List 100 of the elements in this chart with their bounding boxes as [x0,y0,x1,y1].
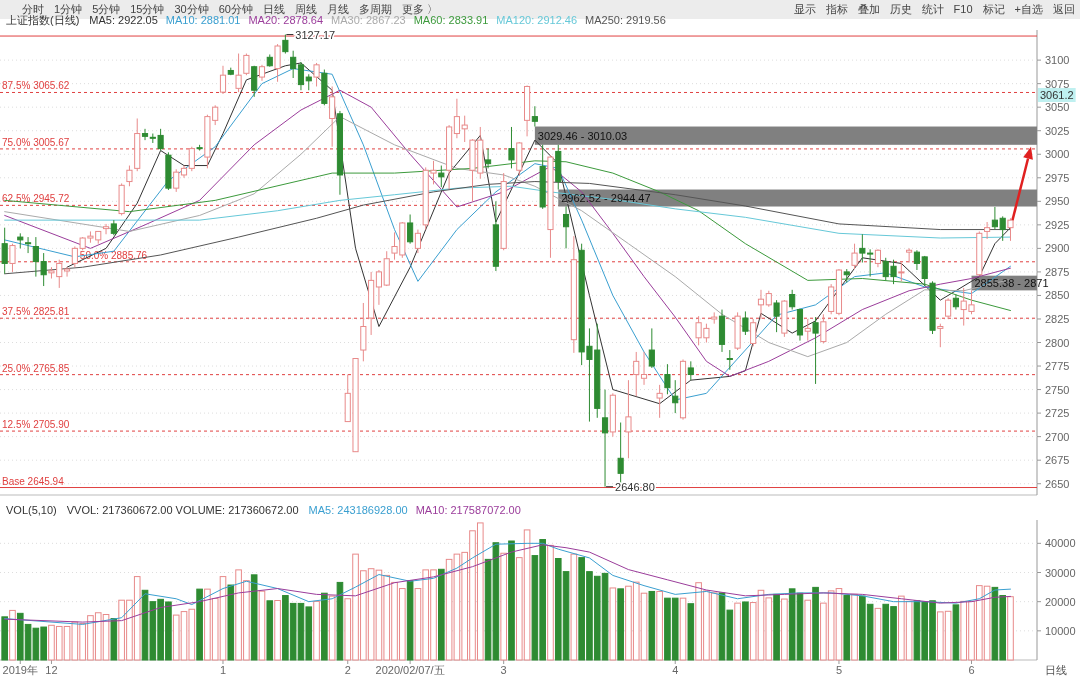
bar [266,600,274,661]
candlestick [820,313,827,344]
candlestick [984,221,991,240]
bar [843,595,851,661]
candlestick [274,43,281,83]
y-tick-label: 2775 [1045,360,1070,373]
ref-line-label: 25.0% 2765.85 [2,362,70,374]
candlestick [672,379,679,414]
bar [952,604,960,661]
bar [1,616,8,661]
x-tick-label: 2020/02/07/五 [375,664,445,676]
x-tick-label: 4 [672,664,679,676]
y-tick-label: 3050 [1045,101,1070,114]
bar [313,600,320,661]
bar [110,618,118,661]
x-tick-label: 5 [835,664,843,676]
x-tick-label: 2 [344,664,351,676]
bar [609,587,617,661]
text: MA10: 2881.01 [165,14,241,26]
candlestick [297,61,305,91]
text: MA10: 217587072.00 [415,504,521,516]
bar [227,584,235,661]
candlestick [407,213,414,245]
bar [547,544,554,661]
y-tick-label: 2675 [1045,454,1070,467]
candlestick [601,389,609,488]
candlestick [188,146,195,172]
ref-line-label: Base 2645.94 [2,475,65,487]
candlestick [562,206,570,249]
y-tick-label: 2950 [1045,195,1070,208]
candlestick [945,297,952,320]
candlestick [329,85,336,148]
y-tick-label: 2725 [1045,407,1070,420]
band-label: 3029.46 - 3010.03 [537,129,628,142]
y-tick-label: 2650 [1045,477,1070,490]
candlestick [414,229,421,254]
x-tick-label: 3 [500,664,507,676]
text: 显示 [793,3,816,15]
bar [321,592,328,661]
annotation: 3127.17 [295,28,336,41]
candlestick [617,422,624,485]
text: 历史 [889,3,912,15]
y-tick-label: 3075 [1045,77,1070,90]
ref-line-label: 87.5% 3065.62 [2,80,70,92]
chart-title: 上证指数(日线) [6,14,80,26]
text: 分时 [22,3,44,15]
text: 指标 [824,3,848,15]
bar [656,590,663,661]
bar [274,600,281,661]
bar [438,568,445,661]
bar [508,540,515,661]
bar [328,595,336,661]
text: MA5: 2922.05 [89,14,158,26]
bar [773,593,780,661]
candlestick [282,34,289,55]
y-tick-label: 2925 [1045,218,1070,231]
bar [570,553,578,661]
bar [812,586,819,661]
bar [781,598,788,661]
candlestick [9,243,16,273]
bar [336,581,344,661]
bar [9,609,16,661]
ref-line-label: 37.5% 2825.81 [2,306,70,318]
candlestick [1007,217,1014,242]
y-tick-label: 40000 [1045,537,1076,550]
text: MA60: 2833.91 [413,14,489,26]
text: MA250: 2919.56 [585,14,666,26]
candlestick [898,262,905,282]
candlestick [508,126,515,169]
candlestick [726,349,733,371]
text: +自选 [1014,3,1043,15]
y-tick-label: 10000 [1045,624,1076,637]
candlestick [664,363,671,395]
bar [1007,596,1014,661]
bar [851,593,858,661]
candlestick [757,289,765,320]
bar [617,588,624,661]
text: 返回 [1053,3,1075,15]
text: F10 [953,3,973,15]
y-tick-label: 3025 [1045,124,1070,137]
candlestick [173,168,180,193]
candlestick [313,62,320,87]
candlestick [1,227,8,275]
candlestick [360,302,367,362]
candlestick [243,53,250,76]
candlestick [921,255,928,287]
x-tick-label: 1 [219,664,227,676]
band-label: 2962.52 - 2944.47 [561,192,651,205]
text: 标记 [981,3,1005,15]
text: 1分钟 [54,3,83,15]
y-tick-label: 3000 [1045,148,1070,161]
candlestick [25,236,32,254]
ref-line-label: 75.0% 3005.67 [2,136,70,148]
bar [258,590,266,661]
bar [804,599,812,661]
y-tick-label: 2850 [1045,289,1070,302]
y-tick-label: 2900 [1045,242,1070,255]
candlestick [648,327,655,369]
candlestick [656,384,663,419]
text: MA5: 243186928.00 [308,504,408,516]
